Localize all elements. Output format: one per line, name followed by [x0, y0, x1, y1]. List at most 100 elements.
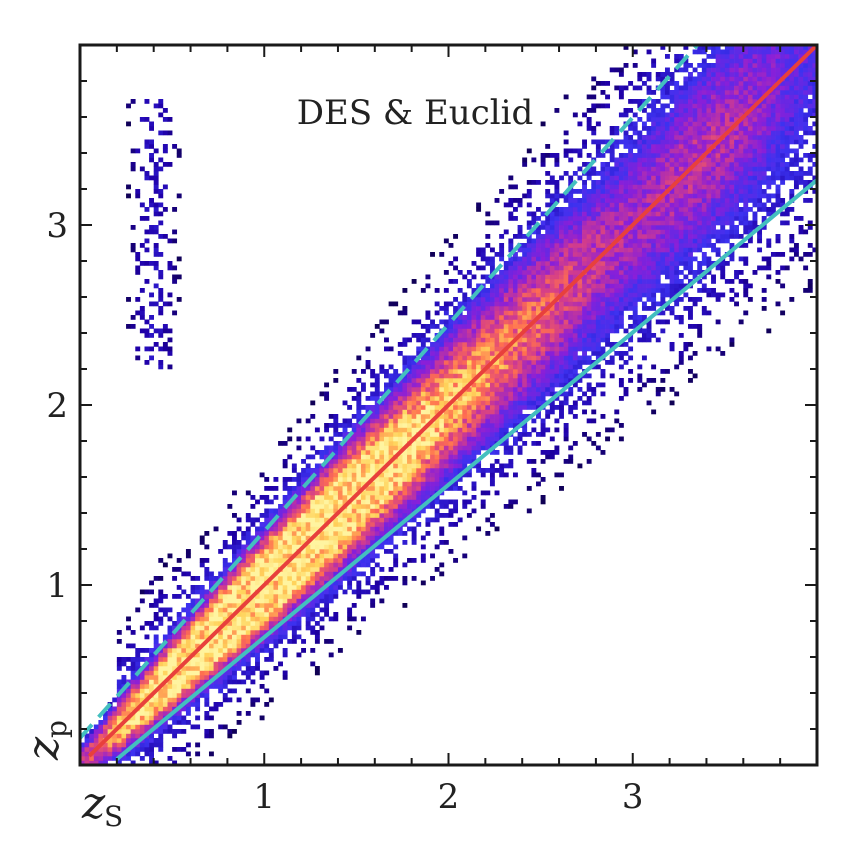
heatmap-cell: [517, 315, 523, 320]
heatmap-cell: [195, 625, 201, 631]
heatmap-cell: [462, 405, 468, 410]
heatmap-cell: [139, 720, 145, 725]
heatmap-cell: [494, 252, 500, 257]
heatmap-cell: [360, 450, 366, 455]
heatmap-cell: [572, 252, 578, 257]
heatmap-cell: [407, 378, 412, 383]
heatmap-cell: [185, 742, 191, 748]
heatmap-cell: [176, 702, 182, 707]
heatmap-cell: [347, 549, 353, 554]
heatmap-cell: [420, 360, 426, 365]
heatmap-cell: [324, 639, 330, 644]
heatmap-cell: [268, 585, 274, 590]
heatmap-cell: [540, 301, 546, 307]
heatmap-cell: [379, 441, 385, 446]
heatmap-cell: [591, 126, 597, 131]
heatmap-cell: [328, 423, 334, 428]
heatmap-cell: [116, 697, 122, 703]
heatmap-cell: [600, 346, 606, 352]
heatmap-cell: [356, 423, 362, 428]
heatmap-cell: [370, 540, 376, 545]
heatmap-cell: [374, 414, 380, 419]
heatmap-cell: [149, 652, 154, 658]
heatmap-cell: [287, 436, 293, 442]
heatmap-cell: [402, 396, 408, 401]
heatmap-cell: [291, 549, 297, 554]
heatmap-cell: [448, 432, 454, 437]
heatmap-cell: [328, 535, 334, 541]
heatmap-cell: [167, 697, 173, 703]
heatmap-cell: [609, 225, 615, 230]
heatmap-cell: [512, 405, 518, 410]
heatmap-cell: [273, 603, 279, 608]
heatmap-cell: [158, 697, 164, 703]
heatmap-cell: [420, 472, 426, 478]
heatmap-cell: [314, 544, 320, 550]
heatmap-cell: [554, 333, 560, 338]
heatmap-cell: [517, 396, 523, 401]
heatmap-cell: [337, 513, 343, 518]
heatmap-cell: [411, 333, 417, 338]
heatmap-cell: [430, 391, 435, 397]
heatmap-cell: [144, 279, 150, 284]
heatmap-cell: [374, 562, 380, 568]
heatmap-cell: [301, 535, 307, 541]
heatmap-cell: [586, 238, 592, 244]
heatmap-cell: [126, 679, 131, 685]
heatmap-cell: [135, 661, 141, 667]
heatmap-cell: [181, 670, 187, 676]
heatmap-cell: [499, 306, 505, 311]
heatmap-cell: [494, 490, 500, 496]
heatmap-cell: [568, 234, 574, 239]
heatmap-cell: [342, 432, 348, 437]
heatmap-cell: [536, 414, 541, 419]
heatmap-cell: [264, 558, 270, 563]
heatmap-cell: [416, 378, 422, 383]
heatmap-cell: [549, 337, 555, 343]
heatmap-cell: [342, 418, 348, 424]
heatmap-cell: [310, 598, 316, 604]
heatmap-cell: [232, 598, 237, 604]
heatmap-cell: [397, 409, 403, 415]
heatmap-cell: [568, 405, 574, 410]
heatmap-cell: [319, 580, 325, 586]
heatmap-cell: [485, 292, 491, 298]
heatmap-cell: [554, 108, 560, 113]
heatmap-cell: [268, 517, 274, 523]
heatmap-cell: [559, 193, 564, 199]
heatmap-cell: [609, 126, 615, 131]
heatmap-cell: [471, 495, 477, 500]
heatmap-cell: [411, 504, 417, 509]
heatmap-cell: [512, 319, 518, 325]
heatmap-cell: [314, 580, 320, 586]
heatmap-cell: [462, 315, 468, 320]
heatmap-cell: [591, 216, 597, 221]
heatmap-cell: [384, 549, 389, 554]
heatmap-cell: [512, 234, 518, 239]
heatmap-cell: [522, 396, 528, 401]
heatmap-cell: [549, 360, 555, 365]
heatmap-cell: [144, 729, 150, 734]
heatmap-cell: [407, 495, 412, 500]
heatmap-cell: [314, 490, 320, 496]
heatmap-cell: [623, 157, 629, 163]
heatmap-cell: [356, 526, 362, 532]
heatmap-cell: [153, 202, 159, 208]
heatmap-cell: [407, 481, 412, 487]
heatmap-cell: [291, 598, 297, 604]
heatmap-cell: [301, 576, 307, 581]
heatmap-cell: [227, 733, 233, 739]
heatmap-cell: [407, 396, 412, 401]
heatmap-cell: [411, 499, 417, 505]
heatmap-cell: [162, 693, 168, 698]
heatmap-cell: [370, 558, 376, 563]
heatmap-cell: [388, 418, 394, 424]
heatmap-cell: [512, 328, 518, 334]
heatmap-cell: [536, 306, 541, 311]
heatmap-cell: [526, 387, 532, 392]
heatmap-cell: [508, 247, 514, 253]
heatmap-cell: [144, 139, 150, 145]
heatmap-cell: [476, 414, 482, 419]
heatmap-cell: [195, 697, 201, 703]
heatmap-cell: [347, 495, 353, 500]
